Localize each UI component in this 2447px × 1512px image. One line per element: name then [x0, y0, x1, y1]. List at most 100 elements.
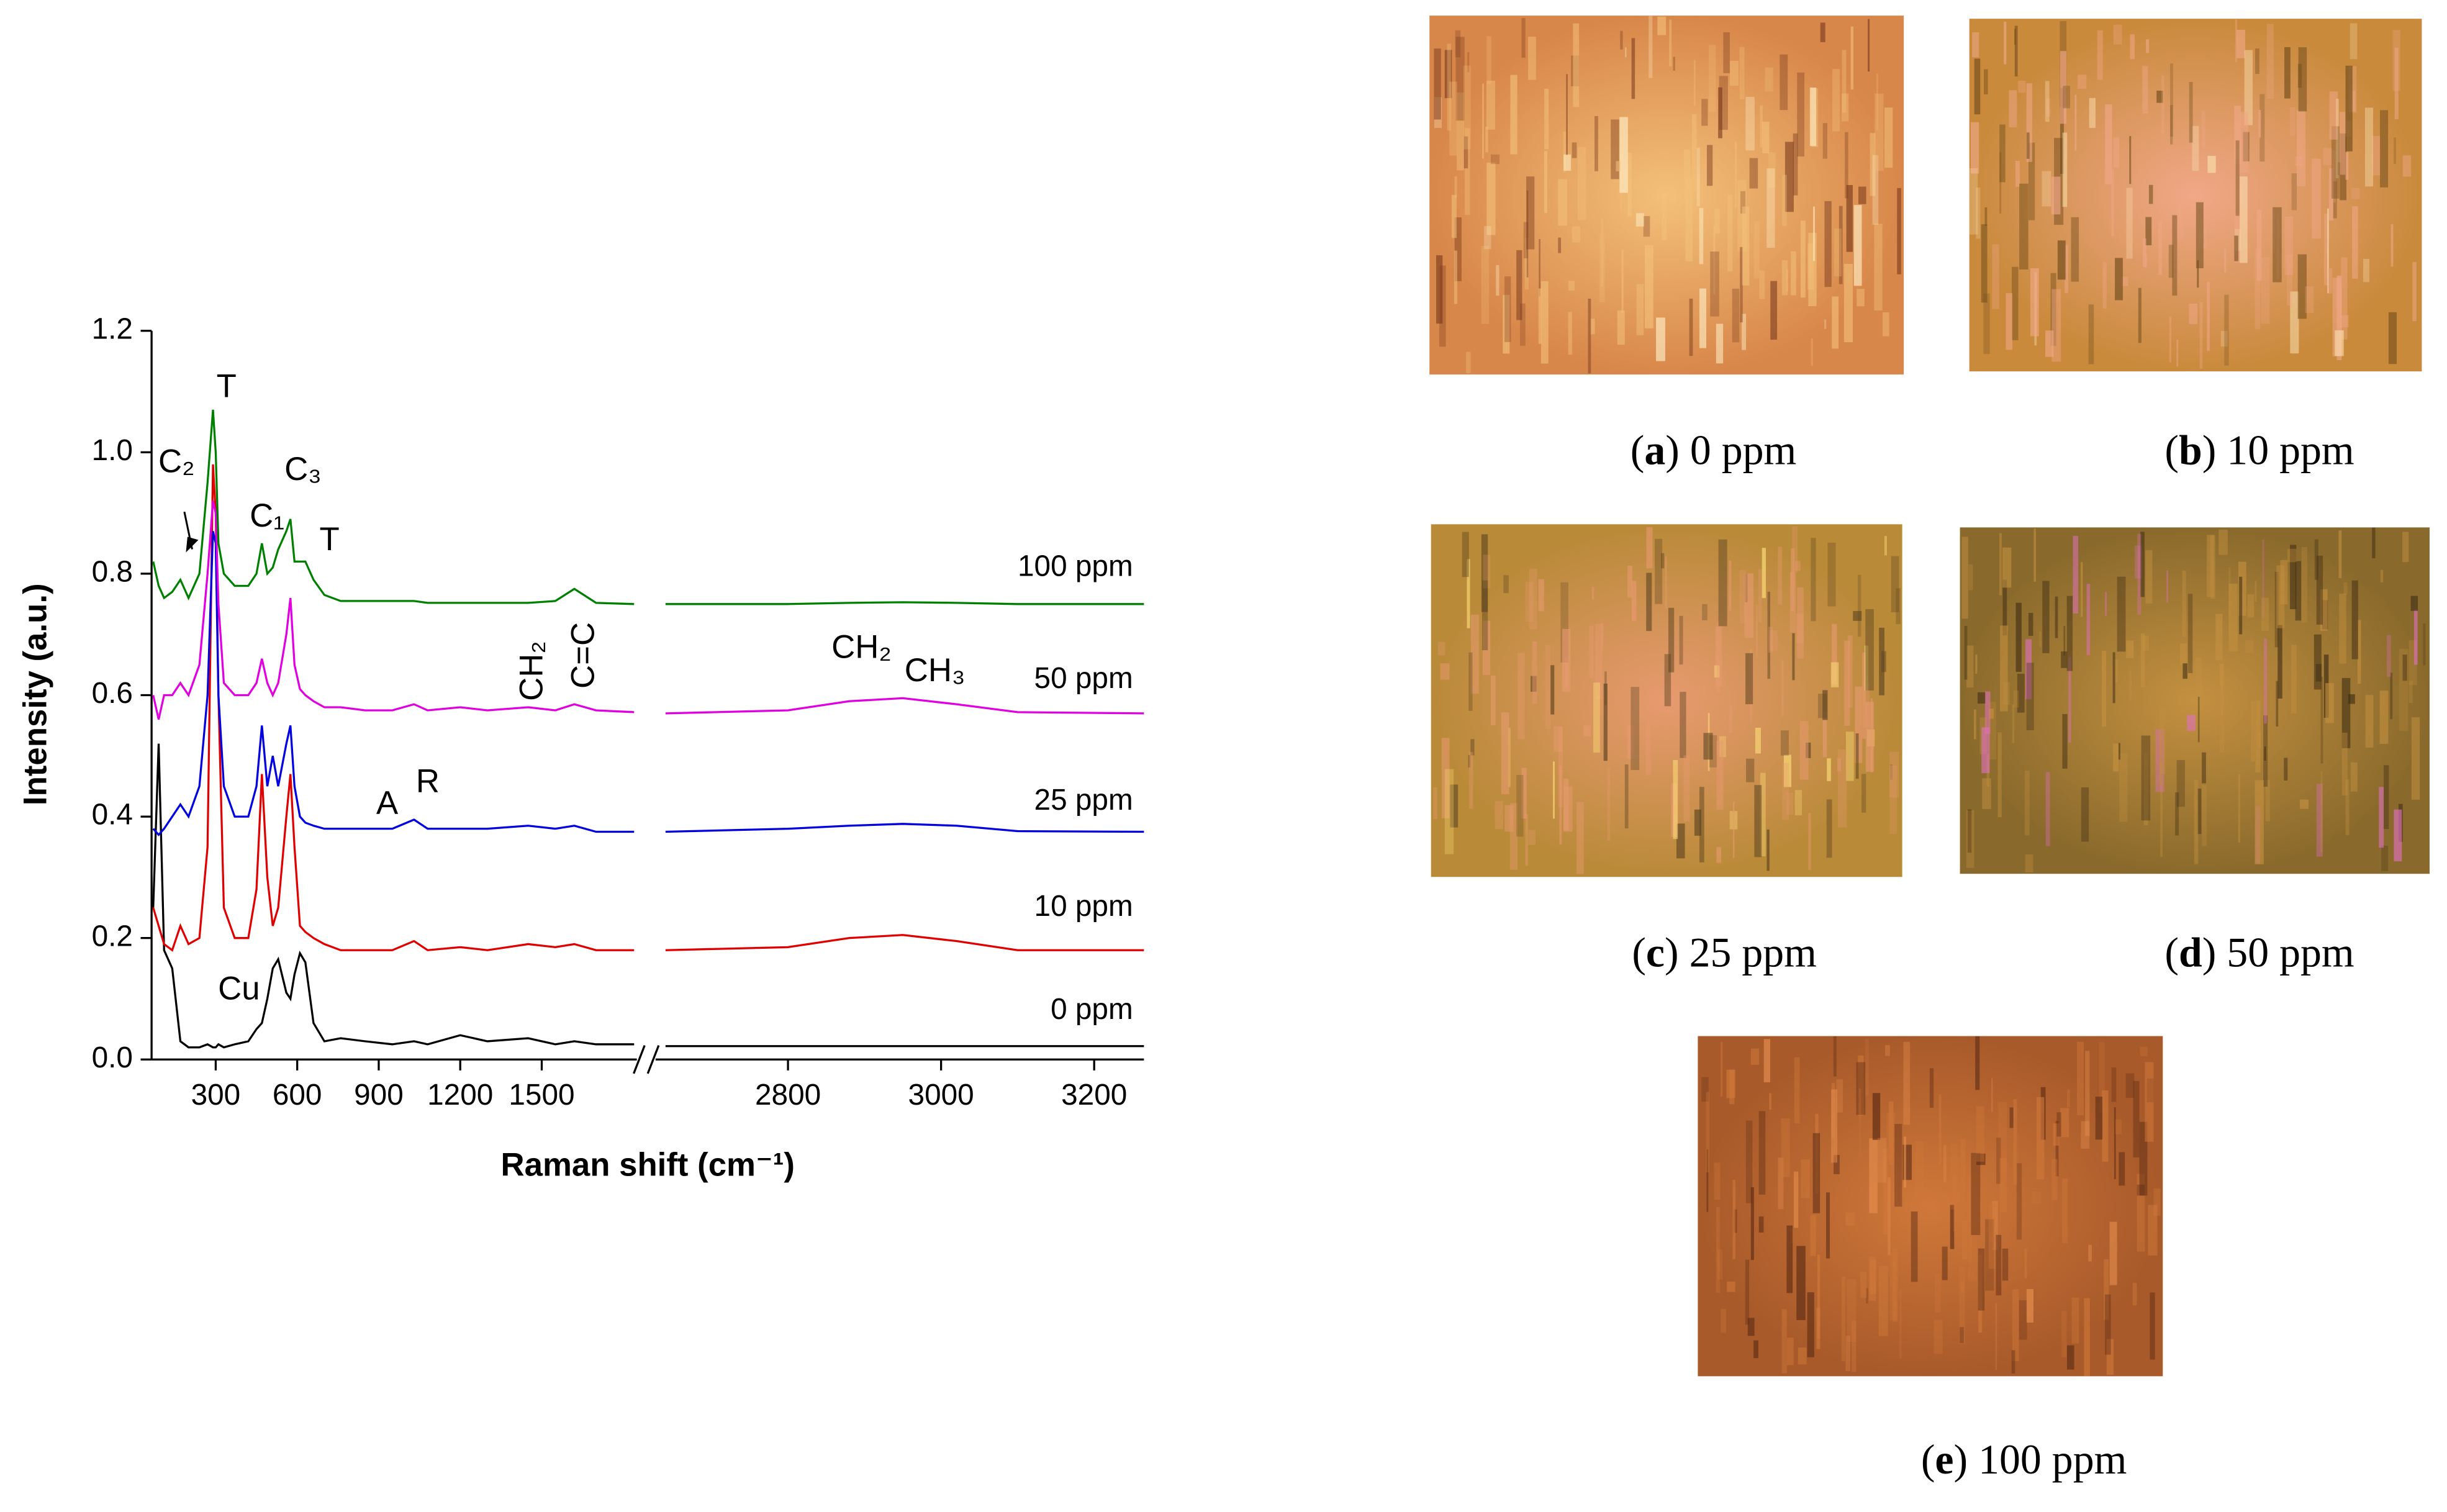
micrograph-texture — [1976, 1106, 1984, 1162]
micrograph-texture — [1691, 114, 1697, 193]
micrograph-texture — [1754, 785, 1762, 858]
micrograph-texture — [1703, 733, 1713, 760]
panel-caption: (c) 25 ppm — [1632, 929, 1817, 976]
micrograph-texture — [2050, 273, 2056, 346]
micrograph-texture — [1590, 319, 1595, 335]
micrograph-texture — [2126, 188, 2133, 259]
micrograph-texture — [1983, 293, 1990, 355]
micrograph-texture — [2348, 694, 2355, 704]
micrograph-texture — [1984, 69, 1988, 95]
micrograph-texture — [2335, 330, 2344, 356]
micrograph-texture — [1793, 133, 1798, 196]
micrograph-texture — [1865, 1038, 1869, 1096]
peak-annotation: C=C — [565, 622, 602, 689]
micrograph-texture — [2161, 75, 2164, 134]
spectrum-line — [152, 531, 1144, 836]
spectrum-line — [152, 743, 1144, 1049]
micrograph-texture — [1706, 1092, 1710, 1172]
micrograph-texture — [1767, 591, 1771, 679]
micrograph-texture — [1794, 561, 1801, 571]
micrograph-texture — [1769, 630, 1778, 651]
micrograph-texture — [1484, 226, 1491, 250]
micrograph-texture — [1715, 626, 1722, 687]
x-tick-label: 300 — [191, 1079, 241, 1111]
micrograph-texture — [2015, 161, 2020, 187]
micrograph-texture — [1783, 754, 1791, 787]
micrograph-texture — [1870, 133, 1876, 196]
micrograph-texture — [1631, 38, 1635, 99]
micrograph-texture — [1696, 147, 1700, 206]
micrograph-texture — [1770, 281, 1778, 340]
micrograph-texture — [1481, 580, 1488, 651]
micrograph-texture — [1701, 99, 1708, 126]
micrograph-texture — [1811, 538, 1816, 622]
micrograph-texture — [2219, 529, 2228, 555]
micrograph-texture — [1702, 604, 1707, 620]
micrograph-texture — [2175, 792, 2179, 836]
micrograph-texture — [2197, 697, 2200, 743]
micrograph-texture — [2273, 207, 2282, 283]
micrograph-texture — [1685, 177, 1693, 261]
x-tick-label: 900 — [354, 1079, 404, 1111]
micrograph-texture — [1961, 536, 1968, 619]
micrograph-texture — [1996, 1138, 2001, 1184]
micrograph-texture — [2352, 206, 2358, 279]
micrograph-texture — [2138, 287, 2142, 343]
micrograph-texture — [1646, 573, 1652, 632]
micrograph-texture — [2402, 532, 2409, 563]
micrograph-texture — [1971, 1152, 1981, 1235]
micrograph-texture — [1766, 829, 1770, 871]
micrograph-texture — [2176, 189, 2183, 240]
micrograph-texture — [2002, 1248, 2009, 1281]
micrograph-texture — [2118, 743, 2120, 760]
micrograph-texture — [1758, 1111, 1766, 1195]
micrograph-texture — [1850, 26, 1853, 90]
micrograph-texture — [2036, 1097, 2045, 1180]
micrograph-texture — [2120, 276, 2128, 286]
micrograph-texture — [1758, 569, 1762, 623]
micrograph-texture — [2327, 208, 2329, 294]
micrograph-texture — [2255, 700, 2261, 772]
micrograph-texture — [2192, 125, 2199, 171]
micrograph-texture — [2142, 66, 2148, 114]
micrograph-texture — [2061, 651, 2068, 668]
micrograph-texture — [2081, 1121, 2090, 1149]
micrograph-texture — [1786, 792, 1793, 815]
micrograph-texture — [2129, 670, 2132, 701]
micrograph-texture — [1450, 784, 1459, 828]
micrograph-texture — [2297, 63, 2302, 88]
micrograph-texture — [1749, 158, 1758, 189]
micrograph-texture — [2137, 533, 2142, 615]
micrograph-texture — [1525, 814, 1529, 866]
micrograph-texture — [1884, 1045, 1890, 1056]
micrograph-texture — [2085, 1051, 2090, 1136]
micrograph-texture — [1714, 665, 1720, 678]
micrograph-texture — [2381, 845, 2389, 871]
micrograph-texture — [2299, 799, 2309, 809]
micrograph-texture — [2061, 1311, 2067, 1357]
micrograph-texture — [2012, 704, 2015, 743]
micrograph-texture — [1699, 787, 1704, 862]
micrograph-texture — [2409, 681, 2413, 704]
micrograph-texture — [1468, 652, 1473, 711]
micrograph-texture — [2296, 110, 2305, 186]
x-tick-label: 3200 — [1061, 1079, 1127, 1111]
micrograph-texture — [1869, 1138, 1878, 1213]
micrograph-texture — [1732, 801, 1735, 858]
micrograph-texture — [2314, 539, 2318, 580]
micrograph-texture — [1977, 692, 1986, 704]
micrograph-texture — [2388, 312, 2397, 364]
micrograph-texture — [2197, 260, 2199, 288]
micrograph-texture — [2016, 1163, 2022, 1240]
micrograph-texture — [1756, 604, 1758, 658]
micrograph-texture — [1975, 1036, 1980, 1090]
micrograph-texture — [1999, 1157, 2007, 1213]
micrograph-texture — [2240, 111, 2248, 173]
micrograph-texture — [2019, 1300, 2027, 1340]
micrograph-texture — [2343, 582, 2348, 595]
micrograph-texture — [1433, 787, 1437, 820]
micrograph-texture — [2030, 268, 2039, 337]
micrograph-texture — [2323, 148, 2333, 165]
micrograph-texture — [1454, 176, 1457, 198]
micrograph-texture — [1746, 758, 1755, 782]
